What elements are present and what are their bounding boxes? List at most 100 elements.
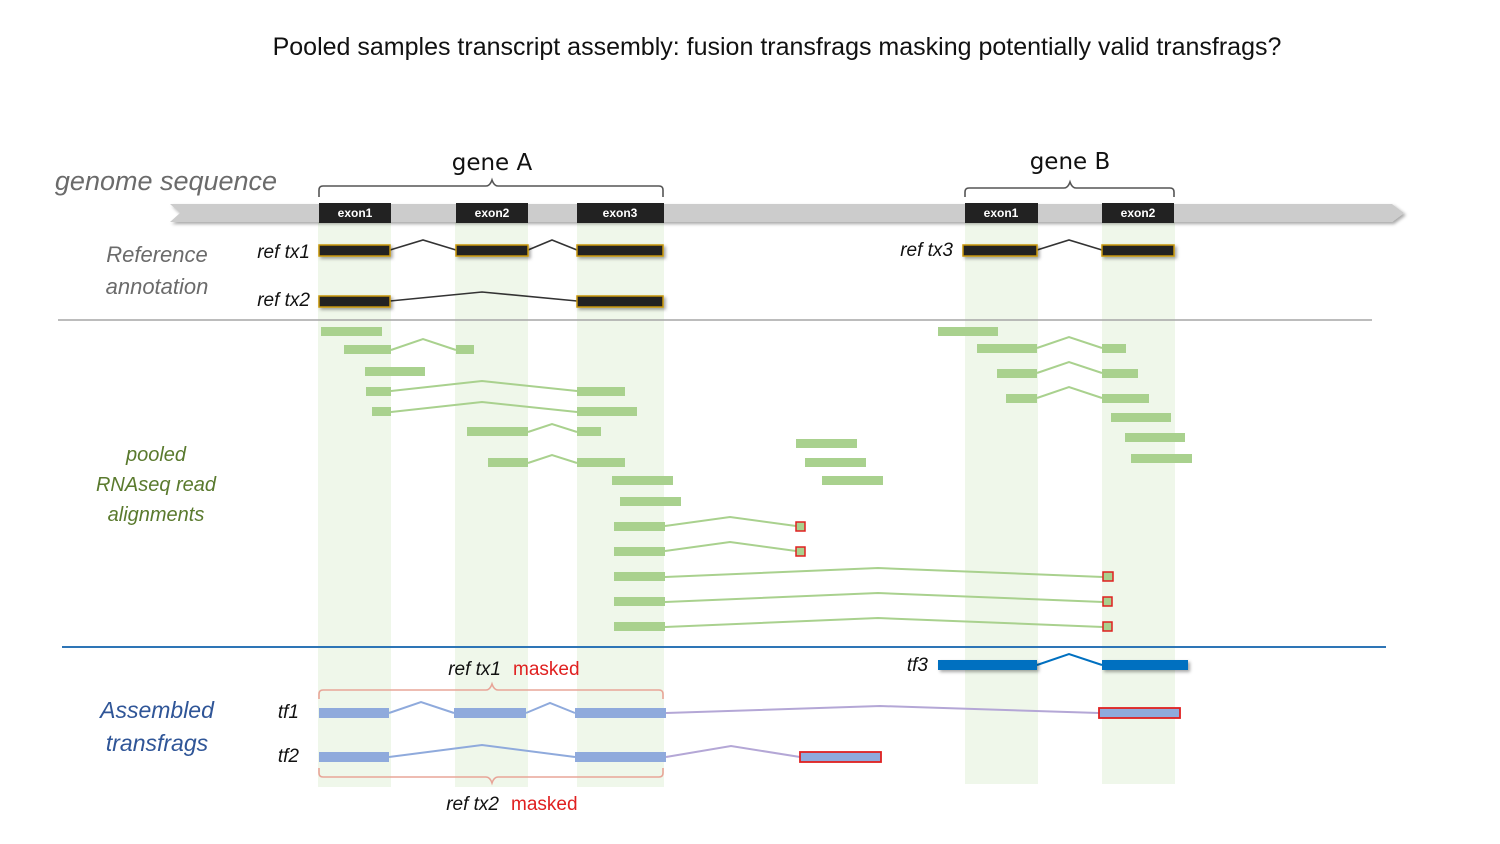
read-alignment (577, 407, 637, 416)
tf2-label: tf2 (278, 746, 300, 767)
ref-tx3-exon2 (1101, 244, 1175, 257)
tf3-label: tf3 (907, 655, 929, 676)
chimeric-read-alignments (614, 515, 1114, 632)
read-alignment (977, 344, 1037, 353)
ref-tx1-label: ref tx1 (257, 242, 310, 263)
tf2-model: tf2 (278, 743, 882, 767)
ref-tx1-exon2 (455, 244, 529, 257)
tf1-label: tf1 (278, 702, 299, 723)
ref-tx3-intron (1036, 239, 1103, 251)
chimeric-junction (664, 591, 1104, 603)
read-splice-junction (390, 337, 457, 351)
tf3-exon2 (1102, 660, 1188, 670)
diagram-title: Pooled samples transcript assembly: fusi… (273, 33, 1282, 61)
read-alignment (467, 427, 528, 436)
chimeric-read-fragment (1102, 621, 1113, 632)
reads-label-line2: RNAseq read (96, 474, 217, 496)
masked-ref-tx2-status: masked (511, 794, 578, 815)
ref-tx2-label: ref tx2 (257, 290, 310, 311)
masked-ref-tx2-label: ref tx2 (446, 794, 499, 815)
read-alignment (365, 367, 425, 376)
gene-a-exon2-label: exon2 (475, 206, 510, 220)
chimeric-read-fragment (1102, 571, 1114, 582)
read-splice-junction (1036, 385, 1103, 399)
read-alignments-gene-b (938, 327, 1192, 463)
ref-tx1-model: ref tx1 (257, 239, 664, 263)
tf2-fusion-junction (665, 744, 801, 758)
ref-tx2-exon2 (576, 295, 664, 308)
tf2-intron (388, 743, 576, 758)
gene-b-exon1-box (965, 203, 1038, 223)
read-alignment (614, 622, 665, 631)
read-alignment (796, 439, 857, 448)
ref-tx3-model: ref tx3 (900, 239, 1175, 261)
read-alignment (1006, 394, 1037, 403)
tf1-fusion-junction (665, 704, 1100, 714)
gene-b-label: gene B (1030, 149, 1111, 175)
masked-ref-tx1-label: ref tx1 (448, 659, 501, 680)
gene-b-exon2-box (1102, 203, 1174, 223)
ref-tx2-masked-note: ref tx2 masked (318, 768, 664, 815)
read-splice-junction (390, 379, 578, 392)
gene-a-exon1-label: exon1 (338, 206, 373, 220)
gene-a-exon1-box (319, 203, 391, 223)
genome-sequence-label: genome sequence (55, 166, 277, 196)
gene-a-label: gene A (452, 150, 533, 176)
ref-tx3-exon1 (962, 244, 1038, 257)
chimeric-junction (664, 540, 797, 552)
gene-b-exon1-label: exon1 (984, 206, 1019, 220)
transfrags-label-line2: transfrags (106, 730, 209, 756)
chimeric-junction (664, 515, 797, 527)
ref-tx2-model: ref tx2 (257, 290, 664, 311)
read-splice-junction (527, 453, 578, 464)
ref-tx2-exon1 (318, 295, 391, 308)
read-alignment (1102, 369, 1138, 378)
read-alignments-intergenic (796, 439, 883, 485)
tf1-exon3 (575, 708, 666, 718)
chimeric-read-fragment (795, 546, 806, 557)
read-alignment (577, 458, 625, 467)
read-alignment (372, 407, 391, 416)
read-alignment (938, 327, 998, 336)
transfrags-label-line1: Assembled (98, 697, 215, 723)
gene-a-exons: exon1 exon2 exon3 (319, 203, 664, 223)
tf3-model: tf3 (907, 652, 1188, 676)
ref-tx3-label: ref tx3 (900, 240, 953, 261)
read-splice-junction (390, 400, 578, 413)
gene-a-brace (318, 177, 664, 197)
tf2-fusion-exon (799, 751, 882, 763)
read-alignment (620, 497, 681, 506)
read-splice-junction (1036, 335, 1103, 349)
highlight-gene-b-exon2 (1102, 222, 1175, 784)
gene-a-exon3-box (577, 203, 664, 223)
read-alignment (614, 522, 665, 531)
ref-tx1-exon3 (576, 244, 664, 257)
ref-tx1-mask-brace (318, 681, 664, 699)
read-alignment (344, 345, 391, 354)
read-alignment (614, 547, 665, 556)
read-alignment (1131, 454, 1192, 463)
ref-tx1-exon1 (318, 244, 391, 257)
gene-a-exon3-label: exon3 (603, 206, 638, 220)
ref-tx1-intron2 (527, 239, 578, 251)
exon-highlight-columns (318, 222, 1175, 787)
ref-tx2-mask-brace (318, 768, 664, 786)
tf1-intron1 (388, 700, 455, 714)
read-alignment (614, 597, 665, 606)
read-alignments-gene-a (321, 327, 681, 506)
highlight-gene-b-exon1 (965, 222, 1038, 784)
tf3-exon1 (938, 660, 1037, 670)
read-alignment (1125, 433, 1185, 442)
masked-ref-tx1-status: masked (513, 659, 580, 680)
read-alignment (1102, 394, 1149, 403)
tf1-exon2 (454, 708, 526, 718)
chimeric-read-fragment (795, 521, 806, 532)
tf1-fusion-exon (1098, 707, 1181, 719)
tf2-exon1 (319, 752, 389, 762)
tf1-intron2 (525, 701, 576, 714)
tf1-exon1 (319, 708, 389, 718)
ref-tx1-masked-note: ref tx1 masked (318, 659, 664, 699)
tf1-model: tf1 (278, 700, 1181, 723)
read-alignment (822, 476, 883, 485)
